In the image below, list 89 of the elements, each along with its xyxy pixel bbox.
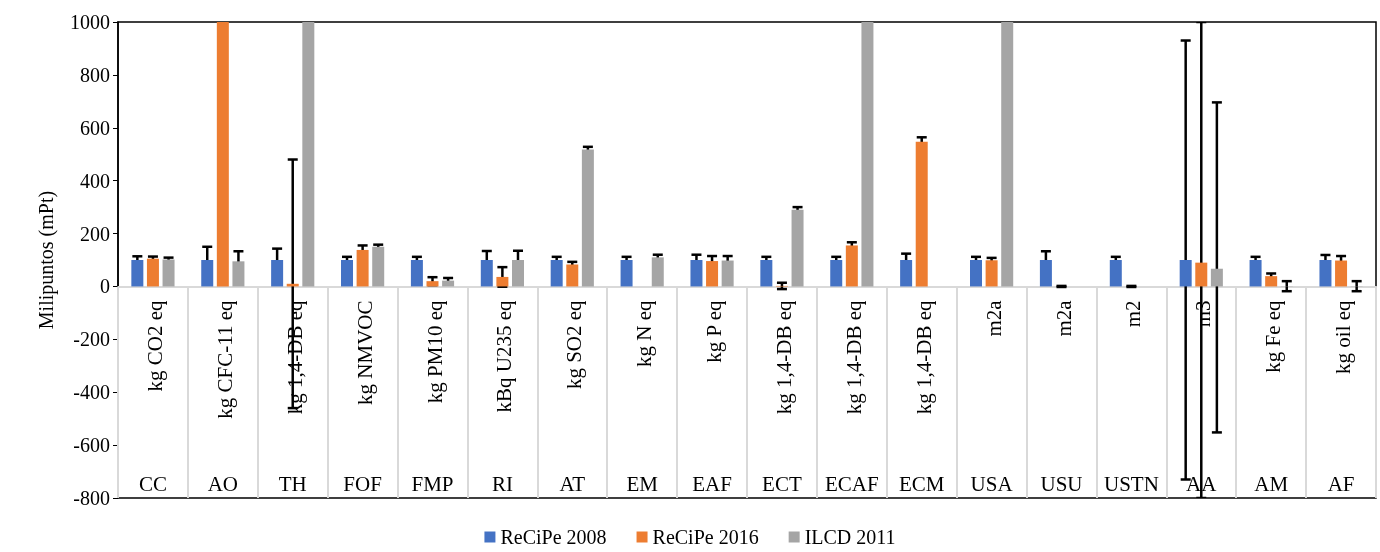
bar [1179,260,1192,287]
y-tick-label: 600 [80,116,110,139]
x-tick-label: FOF [343,471,382,496]
bar [550,260,563,287]
bar [410,260,423,287]
annotation: kg N eq [632,299,657,367]
annotation: kg PM10 eq [422,299,447,404]
bar [271,260,284,287]
bar [830,260,843,287]
annotation: kg P eq [702,299,727,363]
bar [232,261,245,287]
bar [1319,260,1332,287]
y-tick-label: -200 [73,328,110,351]
bar [1210,268,1223,287]
annotation: kg 1,4-DB eq [911,299,936,415]
bar [1109,260,1122,287]
bar [566,264,579,287]
bar [1195,262,1208,287]
annotation: m2 [1121,300,1146,328]
annotation: kg oil eq [1331,299,1356,374]
annotation: m2a [1051,299,1076,337]
bar [985,260,998,287]
bar [372,246,385,287]
legend-label: ILCD 2011 [804,526,896,548]
x-tick-label: ECT [762,471,802,496]
legend-label: ReCiPe 2008 [500,526,607,548]
y-tick-label: 800 [80,63,110,86]
bar [791,209,804,287]
bar [915,141,928,287]
annotation: m2a [981,299,1006,337]
bar [1249,260,1262,287]
bar [706,261,719,287]
x-tick-label: TH [278,471,307,496]
y-tick-label: -600 [73,434,110,457]
x-tick-label: EM [626,471,659,496]
bar [302,22,315,287]
x-tick-label: AO [207,471,239,496]
bar [341,260,354,287]
bar [216,22,229,287]
y-tick-label: 200 [80,222,110,245]
y-tick-label: -400 [73,381,110,404]
bar [496,276,509,287]
bar [511,260,524,287]
legend-label: ReCiPe 2016 [652,526,759,548]
bar [861,22,874,287]
bar [1001,22,1014,287]
y-tick-label: 0 [100,275,110,298]
bar [970,260,983,287]
bar [1335,260,1348,287]
bar [1039,260,1052,287]
x-tick-label: AF [1327,471,1355,496]
bar [620,260,633,287]
annotation: kg Fe eq [1261,299,1286,373]
x-tick-label: RI [491,471,513,496]
bar [480,260,493,287]
x-tick-label: FMP [411,471,454,496]
x-tick-label: ECAF [824,471,879,496]
x-tick-label: AT [559,471,586,496]
bar [1265,276,1278,287]
x-tick-label: USTN [1103,471,1159,496]
bar [201,260,214,287]
bar [760,260,773,287]
bar [845,245,858,287]
x-tick-label: USA [970,471,1014,496]
bar [690,260,703,287]
annotation: kg SO2 eq [562,299,587,390]
annotation: kg CFC-11 eq [212,299,237,419]
annotation: kBq U235 eq [492,299,517,413]
bar [131,260,144,287]
bar [651,257,664,287]
annotation: kg 1,4-DB eq [841,299,866,415]
bar [146,258,159,287]
y-axis-title: Milipuntos (mPt) [35,190,58,330]
y-tick-label: -800 [73,487,110,509]
bar [162,259,175,287]
x-tick-label: CC [138,471,167,496]
y-tick-label: 1000 [70,11,110,33]
bar [356,249,369,287]
x-tick-label: EAF [692,471,732,496]
x-tick-label: AM [1254,471,1289,496]
annotation: kg 1,4-DB eq [771,299,796,415]
annotation: kg CO2 eq [142,299,167,392]
x-tick-label: ECM [898,471,945,496]
y-tick-label: 400 [80,169,110,192]
bar [900,260,913,287]
annotation: kg NMVOC [352,300,377,405]
bar [581,149,594,287]
x-tick-label: USU [1040,471,1083,496]
bar [721,260,734,287]
